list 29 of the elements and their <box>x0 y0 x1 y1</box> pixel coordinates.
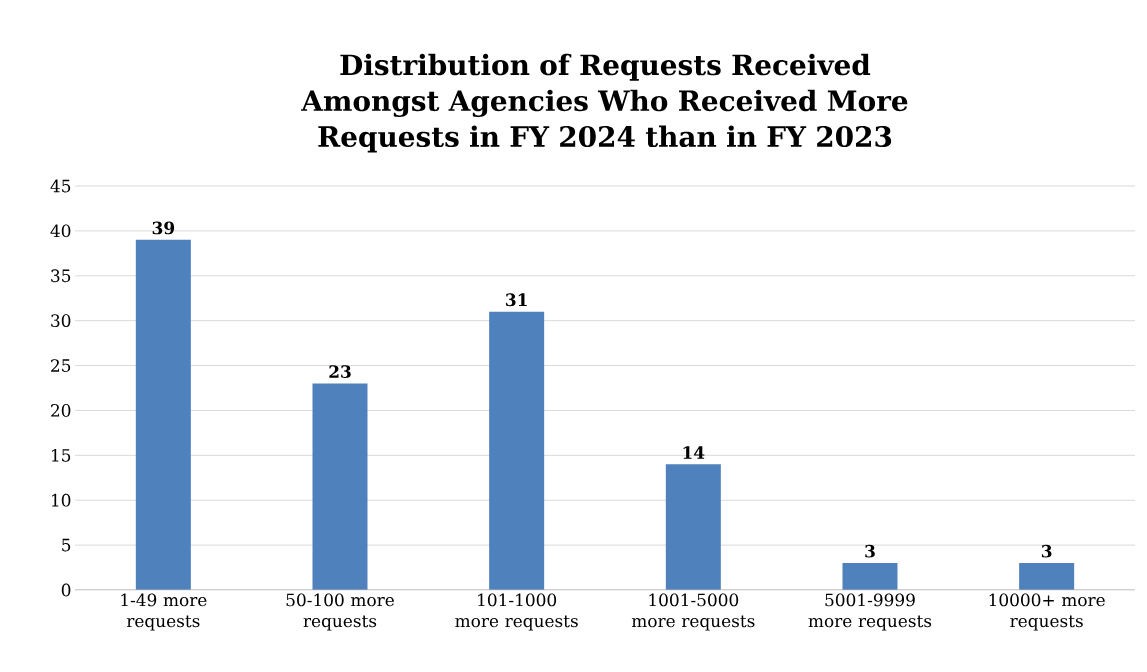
bar <box>489 311 545 590</box>
y-tick-label: 0 <box>61 583 71 597</box>
x-tick-label: 101-1000 more requests <box>455 593 578 631</box>
y-tick-label: 45 <box>50 179 71 193</box>
x-tick-label: 1-49 more requests <box>121 593 207 631</box>
bar <box>665 464 721 590</box>
bar <box>842 563 898 590</box>
data-label: 14 <box>683 446 705 459</box>
y-tick-label: 20 <box>51 404 71 417</box>
bar <box>135 239 191 590</box>
x-tick-label: 1001-5000 more requests <box>631 593 755 631</box>
chart-title: Distribution of Requests Received Amongst Agencies Who Received More Requests in FY 2024 than in FY 2023 <box>301 53 908 153</box>
y-tick-label: 40 <box>50 224 71 238</box>
bar <box>1019 563 1075 590</box>
y-tick-label: 30 <box>51 314 71 328</box>
y-tick-label: 15 <box>51 448 71 462</box>
data-label: 31 <box>506 293 527 307</box>
data-label: 23 <box>329 365 351 378</box>
x-tick-label: 10000+ more requests <box>989 593 1105 631</box>
y-tick-label: 10 <box>51 493 71 507</box>
y-tick-label: 35 <box>51 269 71 283</box>
y-tick-label: 25 <box>51 359 71 372</box>
data-label: 3 <box>865 544 875 558</box>
data-label: 39 <box>152 221 175 235</box>
bar <box>312 383 368 590</box>
x-tick-label: 50-100 more requests <box>286 593 394 631</box>
y-tick-label: 5 <box>62 538 71 552</box>
data-label: 3 <box>1041 544 1052 558</box>
x-tick-label: 5001-9999 more requests <box>808 593 932 631</box>
